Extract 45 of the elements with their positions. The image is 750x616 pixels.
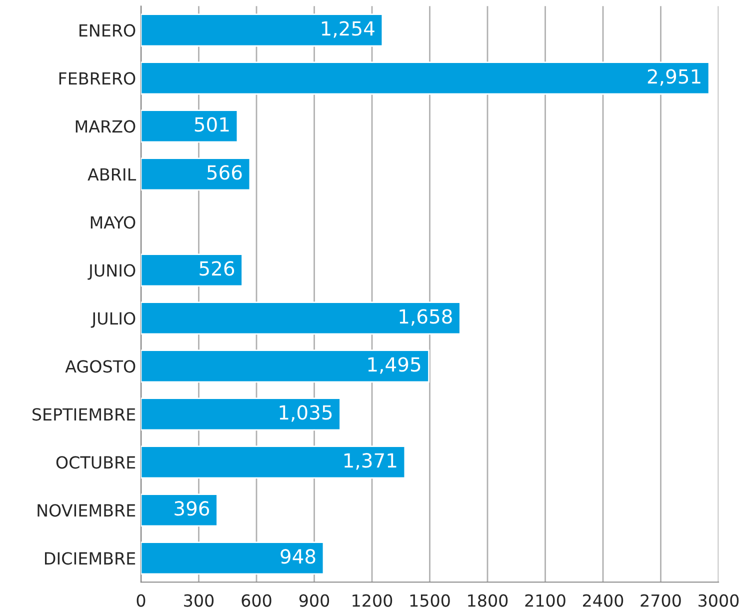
x-tick-label: 2700 xyxy=(640,594,681,607)
x-tick-label: 2100 xyxy=(525,594,566,607)
y-tick-label: AGOSTO xyxy=(65,360,136,373)
data-label: 948 xyxy=(280,549,316,564)
x-tick-label: 3000 xyxy=(698,594,739,607)
bar xyxy=(141,350,430,383)
y-tick-label: JULIO xyxy=(90,312,136,328)
data-label: 1,658 xyxy=(400,309,452,326)
x-tick-label: 300 xyxy=(184,594,214,607)
bar xyxy=(141,110,238,143)
bar xyxy=(141,398,341,431)
data-label: 526 xyxy=(200,261,234,276)
y-tick-label: DICIEMBRE xyxy=(45,552,136,565)
y-tick-label: MAYO xyxy=(90,216,136,229)
x-tick-label: 600 xyxy=(242,594,272,607)
data-label: 1,495 xyxy=(368,357,420,374)
bar xyxy=(141,254,243,287)
bar xyxy=(141,158,251,191)
y-tick-label: MARZO xyxy=(76,120,136,133)
y-tick-label: SEPTIEMBRE xyxy=(32,408,136,421)
x-tick-label: 1200 xyxy=(352,594,392,607)
bar xyxy=(141,494,218,527)
y-tick-label: JUNIO xyxy=(88,264,136,280)
data-label: 1,371 xyxy=(344,453,396,470)
bar xyxy=(141,446,406,479)
bar xyxy=(141,14,384,47)
data-label: 566 xyxy=(207,165,242,180)
x-tick-label: 2400 xyxy=(583,594,624,607)
data-label: 1,254 xyxy=(322,21,374,38)
bar xyxy=(141,302,461,335)
y-tick-label: FEBRERO xyxy=(59,72,136,85)
bar xyxy=(141,62,710,95)
x-tick-label: 0 xyxy=(136,594,146,607)
x-tick-label: 1800 xyxy=(468,594,508,607)
y-tick-label: NOVIEMBRE xyxy=(38,504,136,517)
data-label: 2,951 xyxy=(648,69,700,86)
data-label: 501 xyxy=(194,117,229,132)
y-tick-label: ABRIL xyxy=(88,168,136,180)
y-tick-label: ENERO xyxy=(80,24,136,37)
x-tick-label: 1500 xyxy=(410,594,450,607)
y-tick-label: OCTUBRE xyxy=(56,456,136,469)
x-tick-label: 900 xyxy=(299,594,330,607)
data-label: 396 xyxy=(174,501,210,516)
data-label: 1,035 xyxy=(280,405,332,422)
bar xyxy=(141,542,324,575)
